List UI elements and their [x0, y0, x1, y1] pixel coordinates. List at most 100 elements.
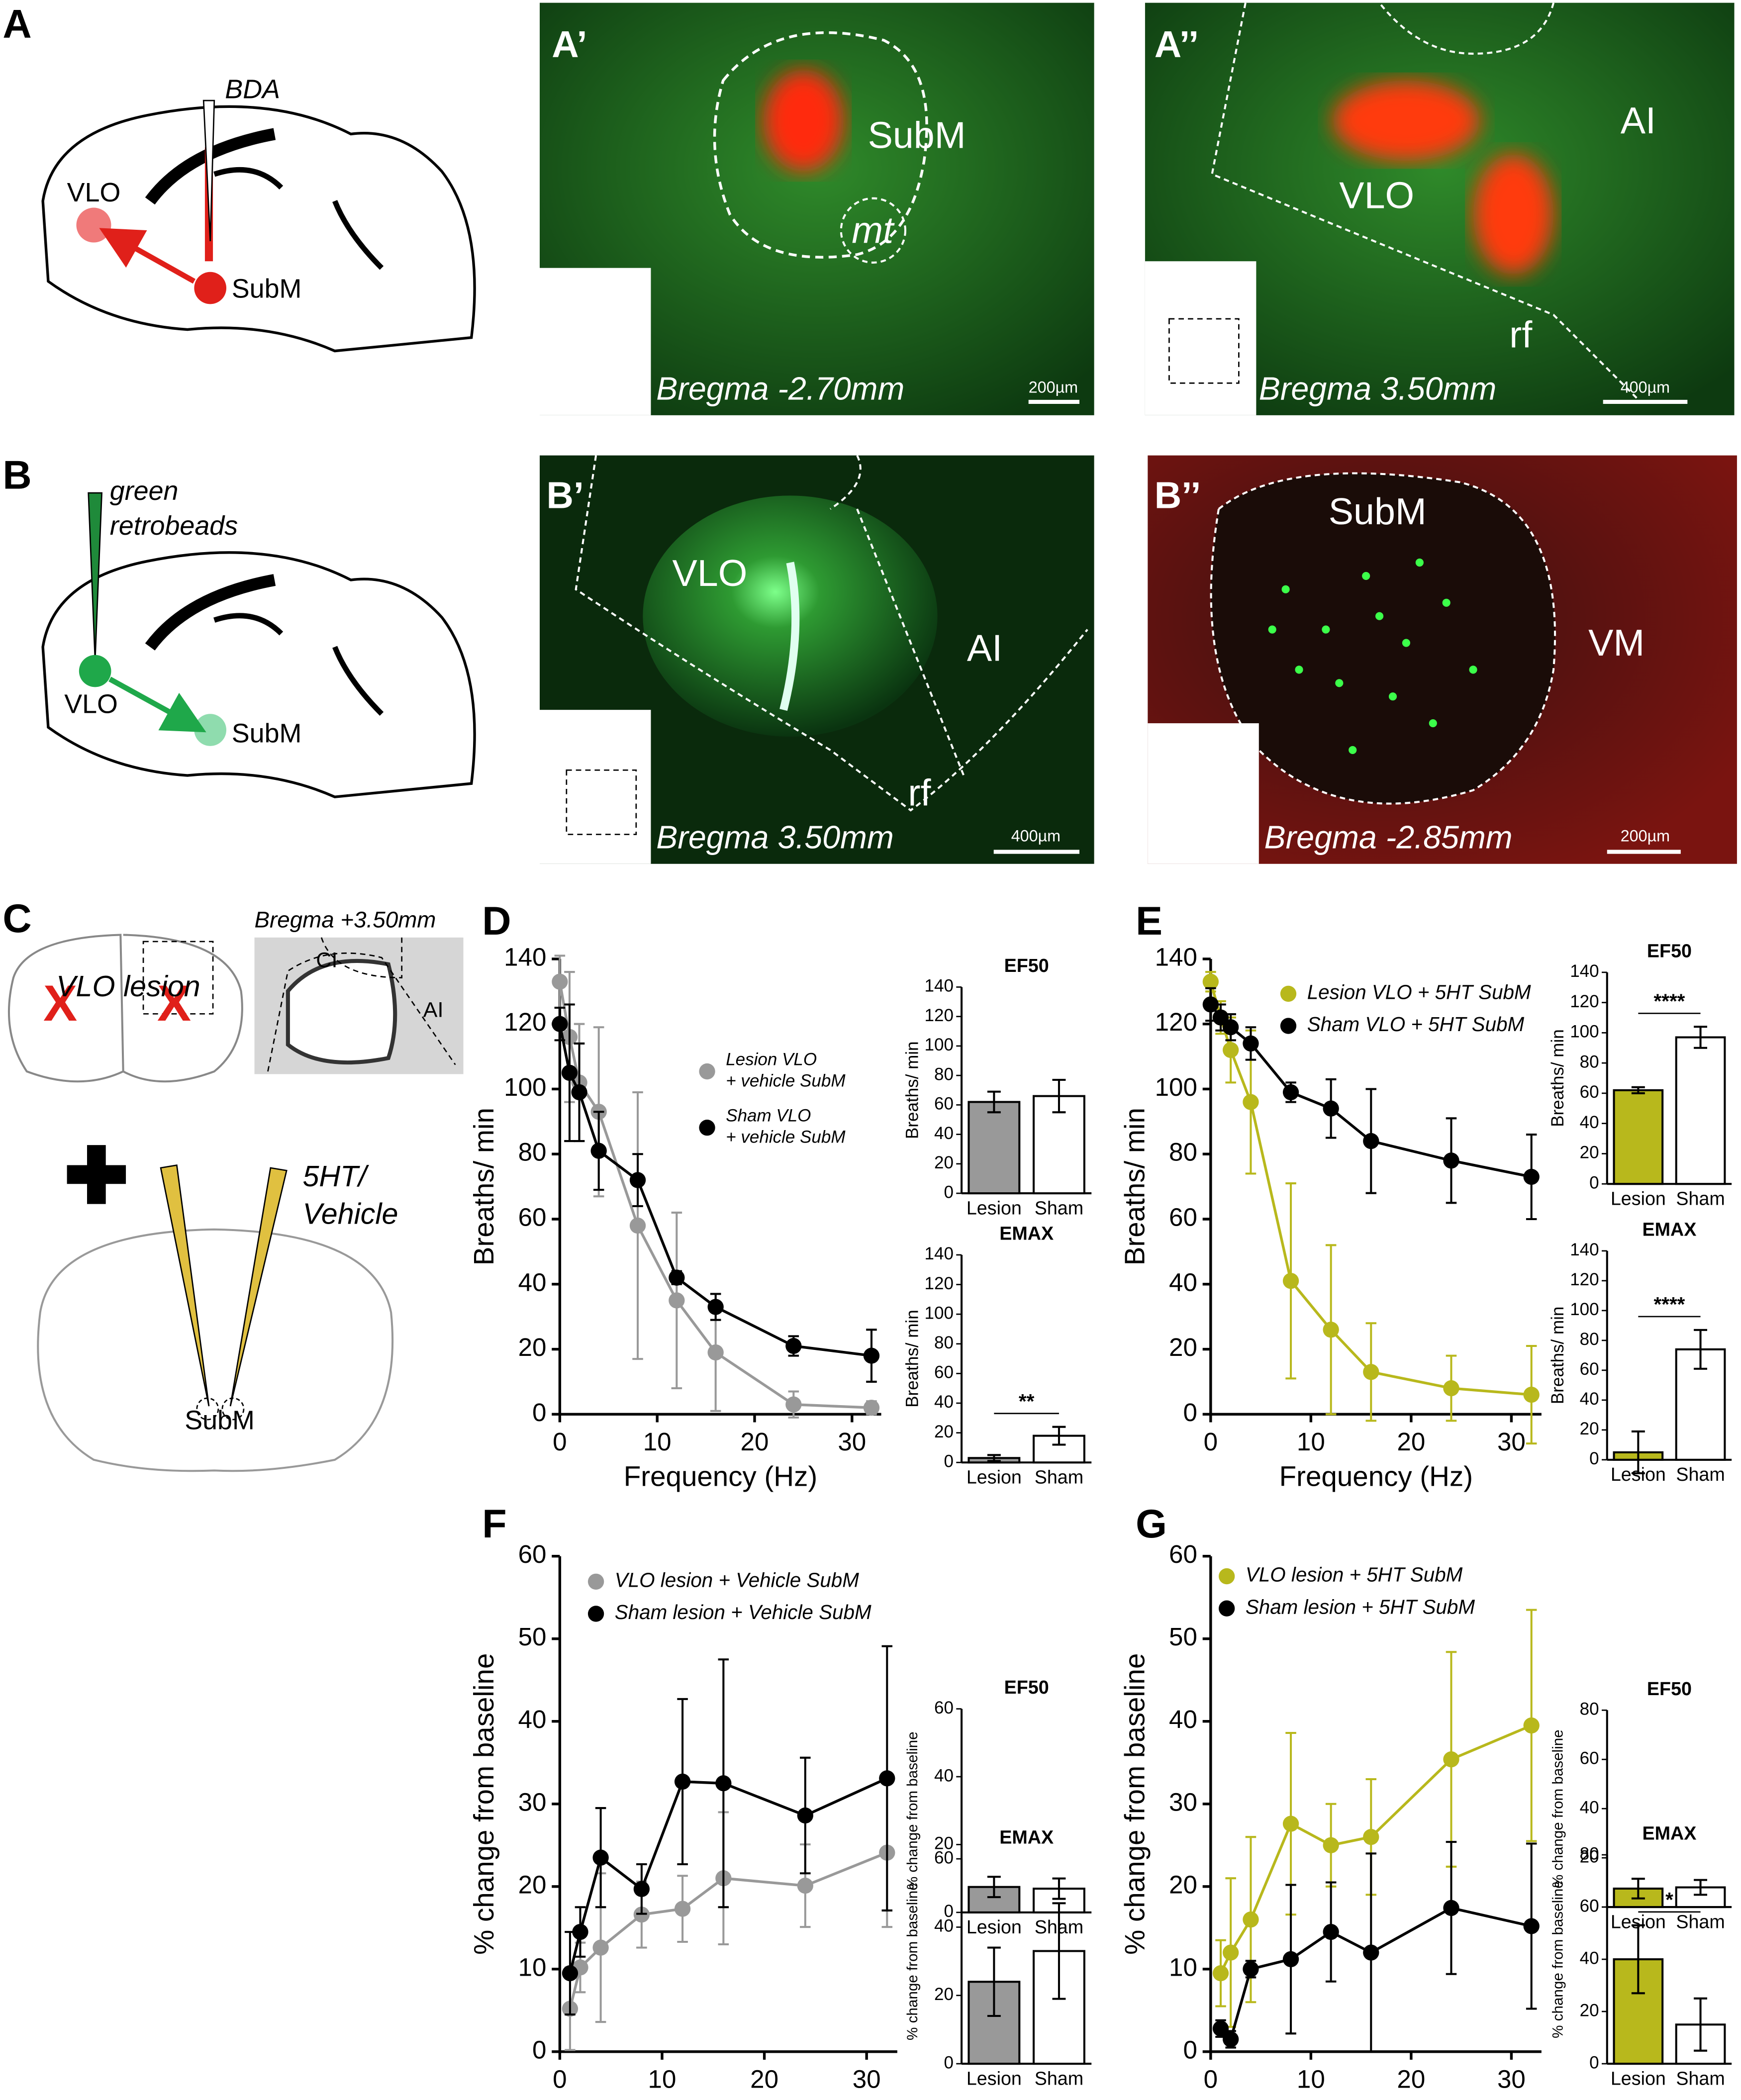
region-label: VLO: [64, 689, 118, 719]
error-cap: [1285, 1081, 1296, 1103]
y-tick-label: 140: [1570, 1240, 1599, 1259]
y-tick-label: 20: [518, 1870, 547, 1899]
y-axis-label: Breaths/ min: [1548, 1029, 1567, 1127]
panel-label: A: [2, 1, 31, 46]
y-tick-label: 20: [934, 1834, 954, 1853]
error-cap: [1285, 1182, 1296, 1380]
data-point: [863, 1400, 880, 1416]
lesion-mark: X: [43, 974, 77, 1032]
y-tick-label: 60: [1580, 1749, 1599, 1768]
panel-a1: A’ SubM mt Bregma -2.70mm 200µm: [540, 2, 1094, 415]
y-tick-label: 80: [518, 1138, 547, 1166]
data-point: [552, 973, 568, 990]
data-point: [785, 1337, 802, 1354]
legend-marker: [1219, 1568, 1235, 1585]
data-point: [1523, 1918, 1540, 1934]
error-cap: [671, 1211, 682, 1390]
y-tick-label: 0: [1589, 2053, 1599, 2072]
data-point: [571, 1084, 587, 1101]
drug-label: 5HT/: [302, 1159, 369, 1193]
x-tick-label: Lesion: [1611, 1464, 1666, 1485]
arrow: [108, 676, 206, 733]
inset-box: [142, 941, 214, 1015]
error-cap: [866, 1329, 877, 1383]
error-cap: [1526, 1344, 1537, 1445]
x-tick-label: 30: [853, 2065, 881, 2094]
x-tick-label: Lesion: [967, 1466, 1022, 1487]
scale-label: 200µm: [1029, 379, 1078, 396]
y-tick-label: 20: [934, 1985, 954, 2004]
data-point: [592, 1849, 609, 1866]
bar: [1613, 1089, 1664, 1185]
bregma: Bregma +3.50mm: [255, 907, 436, 933]
injection-label: retrobeads: [110, 511, 238, 541]
y-tick-label: 10: [1169, 1953, 1197, 1981]
y-tick-label: 100: [1570, 1022, 1599, 1042]
y-tick-label: 40: [1580, 1113, 1599, 1132]
y-axis-label: % change from baseline: [468, 1653, 499, 1955]
x-tick-label: 10: [643, 1428, 672, 1456]
injection-label: BDA: [225, 75, 280, 104]
panel-a: A BDA VLO SubM: [2, 1, 476, 353]
x-tick-label: 10: [1297, 2065, 1325, 2094]
panel-label: B: [2, 453, 31, 498]
x-tick-label: 20: [750, 2065, 778, 2094]
data-point: [797, 1877, 813, 1894]
data-point: [1222, 1019, 1239, 1036]
data-point: [785, 1396, 802, 1413]
y-tick-label: 120: [504, 1008, 546, 1036]
chart-title: EF50: [1647, 1678, 1692, 1699]
y-tick-label: 20: [934, 1153, 954, 1172]
y-axis-label: Breaths/ min: [1119, 1108, 1151, 1265]
error-cap: [1631, 1086, 1645, 1094]
data-point: [879, 1770, 895, 1787]
y-tick-label: 80: [1580, 1330, 1599, 1349]
y-tick-label: 120: [925, 1006, 954, 1025]
data-point: [674, 1773, 691, 1790]
data-point: [1202, 996, 1219, 1013]
panel-label: A’: [552, 23, 587, 65]
data-point: [629, 1172, 646, 1188]
legend-marker: [587, 1606, 604, 1622]
brain-outline: [41, 551, 476, 798]
y-tick-label: 120: [925, 1274, 954, 1293]
error-cap: [1052, 1426, 1066, 1446]
region-outline: [267, 937, 456, 1072]
data-point: [1323, 1100, 1339, 1117]
error-cap: [593, 1111, 604, 1191]
y-tick-label: 60: [934, 1094, 954, 1114]
legend-label: Sham lesion + Vehicle SubM: [615, 1601, 871, 1623]
error-cap: [710, 1293, 721, 1321]
data-point: [1443, 1152, 1459, 1169]
data-point: [1202, 973, 1219, 990]
y-tick-label: 0: [944, 1902, 953, 1921]
y-tick-label: 140: [1155, 943, 1197, 971]
error-cap: [1365, 1852, 1377, 2053]
y-axis-label: Breaths/ min: [468, 1108, 499, 1265]
significance-label: ****: [1654, 989, 1685, 1012]
error-cap: [1325, 1078, 1337, 1139]
y-axis-label: Breaths/ min: [1548, 1307, 1567, 1404]
error-cap: [1694, 1879, 1708, 1896]
region-label: SubM: [1329, 490, 1427, 532]
region-outline: [840, 197, 907, 264]
legend-marker: [699, 1120, 715, 1136]
error-cap: [1526, 1609, 1537, 1842]
y-tick-label: 0: [1589, 1449, 1599, 1468]
error-cap: [632, 1153, 643, 1207]
inset-box: [566, 769, 637, 835]
error-cap: [564, 1003, 575, 1143]
region-label: VLO: [1339, 175, 1414, 216]
plus-sign: [67, 1145, 126, 1204]
y-tick-label: 40: [934, 1392, 954, 1412]
region-label: VLO: [673, 552, 748, 594]
bregma: Bregma -2.70mm: [656, 371, 904, 406]
panel-c: C X X VLO lesion Bregma +3.50mm CI AI 5H…: [2, 896, 464, 1472]
data-point: [715, 1775, 732, 1792]
tract: [779, 562, 800, 711]
region-label: VM: [1588, 622, 1644, 664]
data-point: [707, 1344, 724, 1361]
data-point: [1282, 1084, 1299, 1101]
x-tick-label: 0: [1204, 2065, 1218, 2094]
scale-label: 400µm: [1621, 379, 1670, 396]
